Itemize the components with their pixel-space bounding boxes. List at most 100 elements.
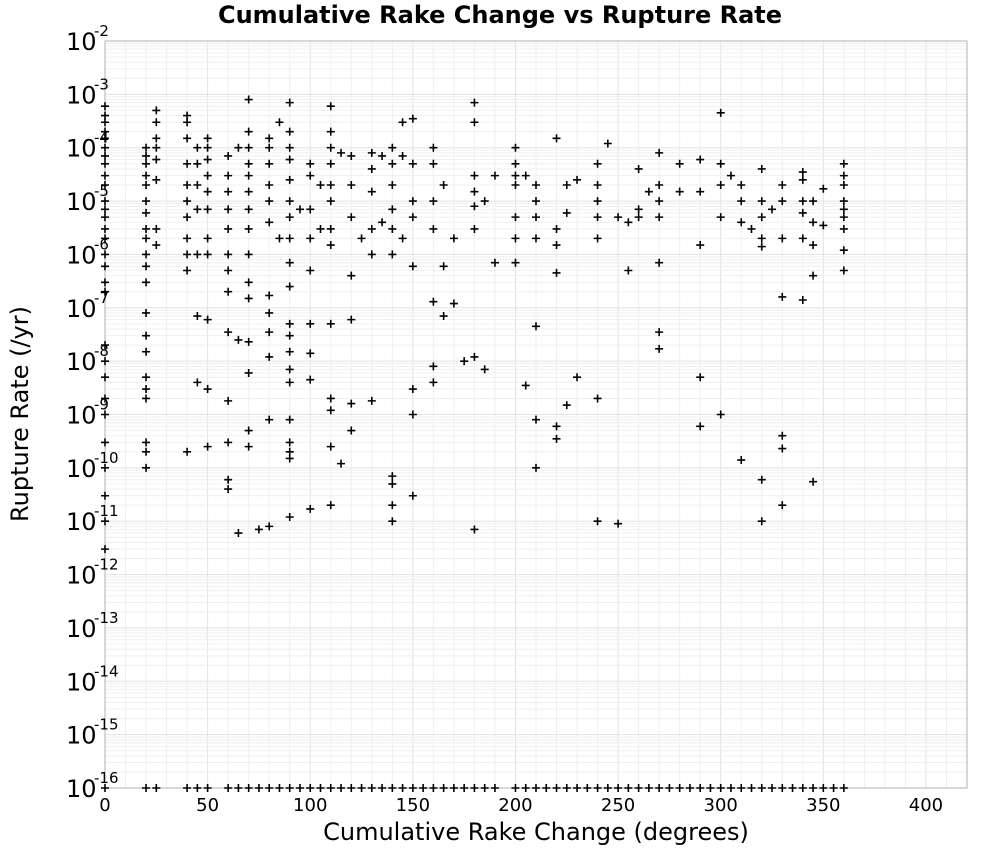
data-point	[193, 312, 202, 321]
data-point	[388, 479, 397, 488]
data-point	[285, 98, 294, 107]
data-point	[388, 250, 397, 259]
y-tick-base: 10	[66, 188, 97, 216]
data-point	[347, 213, 356, 222]
data-point	[265, 291, 274, 300]
x-tick-label: 300	[704, 795, 738, 816]
y-axis-label: Rupture Rate (/yr)	[6, 306, 34, 522]
data-point	[470, 98, 479, 107]
data-point	[326, 501, 335, 510]
data-point	[285, 143, 294, 152]
data-point	[552, 134, 561, 143]
data-point	[839, 171, 848, 180]
data-point	[265, 134, 274, 143]
data-point	[388, 224, 397, 233]
data-point	[778, 292, 787, 301]
data-point	[511, 784, 520, 792]
data-point	[655, 148, 664, 157]
data-point	[480, 365, 489, 374]
data-point	[429, 378, 438, 387]
data-point	[306, 349, 315, 358]
data-point	[706, 784, 715, 792]
data-point	[511, 181, 520, 190]
data-point	[142, 308, 151, 317]
data-point	[326, 143, 335, 152]
data-point	[101, 438, 109, 447]
data-point	[367, 396, 376, 405]
y-tick-base: 10	[66, 722, 97, 750]
data-point	[439, 262, 448, 271]
y-tick-base: 10	[66, 28, 97, 56]
data-point	[521, 171, 530, 180]
data-point	[285, 175, 294, 184]
data-point	[101, 410, 109, 419]
data-point	[614, 784, 623, 792]
data-point	[244, 426, 253, 435]
data-point	[142, 171, 151, 180]
data-point	[798, 784, 807, 792]
data-point	[408, 410, 417, 419]
data-point	[398, 784, 407, 792]
data-point	[716, 108, 725, 117]
data-point	[224, 475, 233, 484]
data-point	[408, 213, 417, 222]
data-point	[347, 151, 356, 160]
data-point	[142, 262, 151, 271]
data-point	[429, 159, 438, 168]
data-point	[429, 784, 438, 792]
data-point	[624, 784, 633, 792]
y-tick-labels: 10-1610-1510-1410-1310-1210-1110-1010-91…	[66, 22, 119, 803]
data-point	[408, 197, 417, 206]
data-point	[285, 378, 294, 387]
data-point	[429, 197, 438, 206]
y-tick-label: 10-7	[66, 289, 109, 323]
data-point	[747, 224, 756, 233]
data-point	[326, 319, 335, 328]
data-point	[757, 234, 766, 243]
data-point	[429, 297, 438, 306]
data-point	[675, 784, 684, 792]
data-point	[357, 234, 366, 243]
y-tick-label: 10-10	[66, 449, 119, 483]
data-point	[142, 181, 151, 190]
data-point	[193, 159, 202, 168]
data-point	[634, 784, 643, 792]
data-point	[203, 205, 212, 214]
data-point	[696, 784, 705, 792]
data-point	[809, 271, 818, 280]
y-tick-exponent: -15	[94, 716, 119, 734]
data-point	[142, 234, 151, 243]
data-point	[839, 224, 848, 233]
data-point	[388, 501, 397, 510]
data-point	[234, 335, 243, 344]
data-point	[265, 159, 274, 168]
data-point	[142, 278, 151, 287]
data-point	[378, 784, 387, 792]
y-tick-exponent: -14	[94, 662, 119, 680]
y-tick-base: 10	[66, 241, 97, 269]
data-point	[244, 337, 253, 346]
data-point	[685, 784, 694, 792]
y-tick-base: 10	[66, 668, 97, 696]
data-point	[244, 442, 253, 451]
data-point	[285, 127, 294, 136]
data-point	[778, 501, 787, 510]
data-point	[757, 213, 766, 222]
data-point	[142, 197, 151, 206]
data-point	[655, 328, 664, 337]
data-point	[142, 373, 151, 382]
data-point	[224, 396, 233, 405]
data-point	[655, 344, 664, 353]
x-tick-label: 150	[396, 795, 430, 816]
data-point	[470, 118, 479, 127]
data-point	[244, 205, 253, 214]
data-point	[326, 159, 335, 168]
data-point	[819, 784, 828, 792]
data-point	[470, 202, 479, 211]
data-point	[203, 385, 212, 394]
data-point	[183, 213, 192, 222]
data-point	[408, 491, 417, 500]
data-point	[306, 171, 315, 180]
data-point	[101, 134, 109, 143]
